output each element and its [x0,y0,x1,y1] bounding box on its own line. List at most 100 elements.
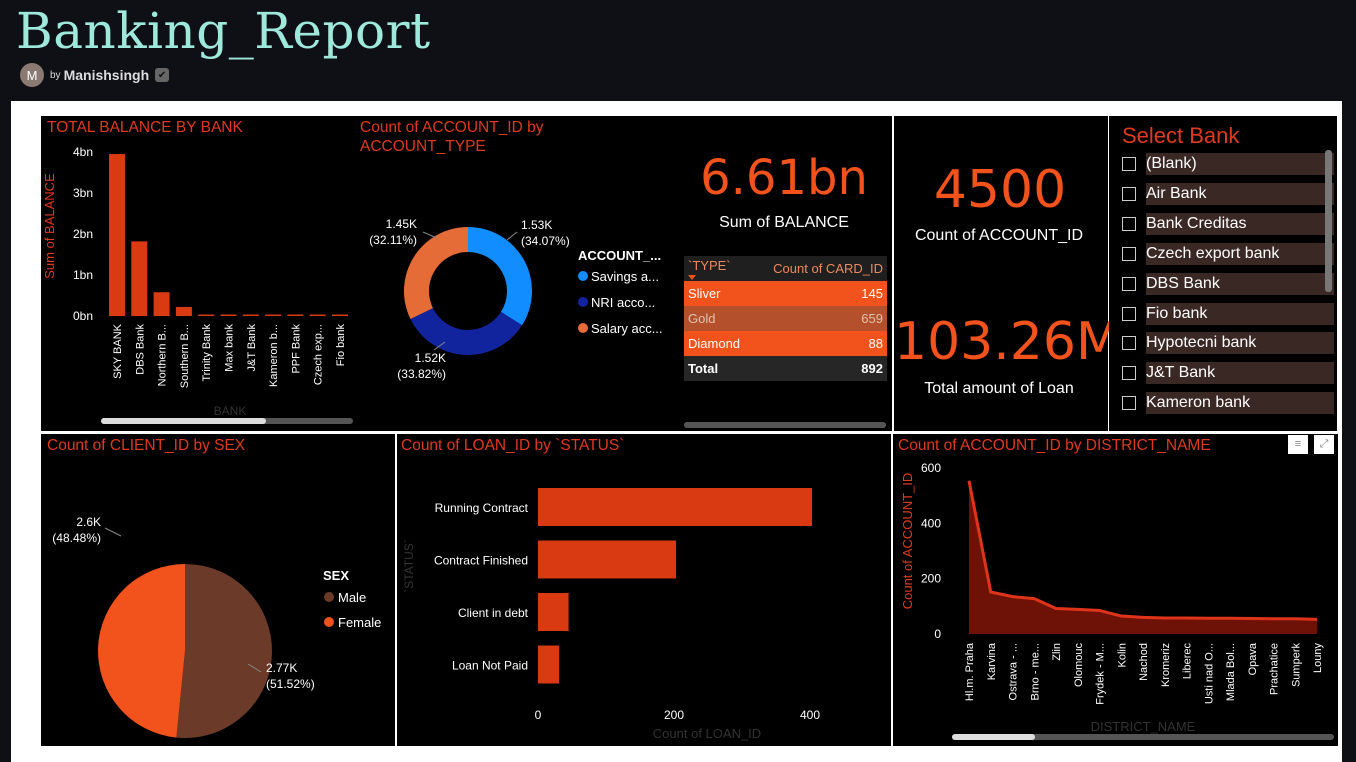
table-row[interactable]: Diamond 88 [684,331,887,356]
slicer-checkbox[interactable] [1122,396,1136,411]
table-total-row: Total 892 [684,356,887,381]
bar [109,154,125,316]
slicer-scrollbar[interactable] [1325,150,1332,292]
loan-kpi-value: 103.26M [894,312,1121,372]
slicer-checkbox[interactable] [1122,186,1136,201]
x-tick-label: Kolin [1116,643,1128,667]
x-tick-label: Frydek - M... [1095,643,1107,705]
slicer-item-label: J&T Bank [1146,362,1334,385]
slicer-item[interactable]: Kameron bank [1122,392,1334,415]
x-tick-label: Trinity Bank [201,324,213,382]
data-label: 2.6K [76,515,101,529]
bar [538,593,569,631]
slicer-checkbox[interactable] [1122,276,1136,291]
slicer-item[interactable]: Hypotecni bank [1122,332,1334,355]
legend-label: Savings a... [591,269,659,284]
table-cell-type: Gold [688,311,716,326]
y-tick-label: Running Contract [435,501,529,515]
x-tick-label: Olomouc [1073,643,1085,688]
x-tick-label: DBS Bank [134,324,146,375]
slicer-item-label: Bank Creditas [1146,212,1334,235]
x-tick-label: Usti nad O... [1203,643,1215,704]
slicer-item[interactable]: Air Bank [1122,182,1334,205]
account-type-donut-chart[interactable]: 1.53K (34.07%) 1.52K (33.82%) 1.45K (32.11%) A… [357,160,677,390]
district-area-chart[interactable]: Count of ACCOUNT_ID 0 200 400 600 Hl.m. Praha… [893,456,1338,746]
slicer-title: Select Bank [1122,123,1240,148]
district-title: Count of ACCOUNT_ID by DISTRICT_NAME [898,437,1211,454]
x-tick-label: Kameron b... [268,324,280,387]
pie-slice [468,227,532,326]
bar [131,241,148,316]
by-label: by [50,69,61,81]
avatar[interactable]: M [20,63,44,87]
balance-by-bank-panel[interactable] [41,116,357,431]
leader-line [422,231,438,239]
leader-line [104,527,122,537]
slicer-checkbox[interactable] [1122,336,1136,351]
x-tick-label: Brno - me... [1029,643,1041,700]
x-tick-label: Northern B... [157,324,169,386]
card-table-scrollbar[interactable] [684,422,886,428]
slicer-checkbox[interactable] [1122,246,1136,261]
slicer-item[interactable]: Fio bank [1122,302,1334,325]
report-title: Banking_Report [16,2,431,60]
card-table-scroll-thumb[interactable] [684,422,886,428]
data-label-pct: (48.48%) [52,531,101,545]
table-row[interactable]: Sliver 145 [684,281,887,306]
y-tick-label: 2bn [73,227,93,241]
account-type-panel[interactable] [357,116,892,431]
slicer-item[interactable]: J&T Bank [1122,362,1334,385]
filter-icon[interactable]: ≡ [1288,435,1308,454]
slicer-item-label: Air Bank [1146,182,1334,205]
x-tick-label: J&T Bank [246,324,258,372]
y-tick-label: 200 [921,572,941,586]
district-chart-scrollbar[interactable] [952,734,1334,740]
slicer-checkbox[interactable] [1122,306,1136,321]
x-tick-label: 200 [664,708,684,722]
district-panel[interactable] [893,434,1338,746]
author-name[interactable]: Manishsingh [63,67,150,83]
table-row[interactable]: Gold 659 [684,306,887,331]
table-cell-type: Sliver [688,286,721,301]
bar [309,314,326,316]
y-tick-label: 0 [934,627,941,641]
slicer-item[interactable]: Bank Creditas [1122,212,1334,235]
card-type-table[interactable]: `TYPE` Count of CARD_ID Sliver 145 Gold … [684,256,887,381]
focus-mode-icon[interactable]: ⤢ [1314,435,1334,454]
slicer-item[interactable]: Czech export bank [1122,242,1334,265]
series-line [967,480,1318,621]
slicer-item[interactable]: DBS Bank [1122,272,1334,295]
loan-status-bar-chart[interactable]: `STATUS` Running Contract Contract Finishe… [397,456,891,746]
table-total-label: Total [688,361,719,376]
x-axis-title: BANK [214,404,247,418]
slicer-checkbox[interactable] [1122,216,1136,231]
x-tick-label: SKY BANK [112,323,124,378]
pie-slice [176,564,272,738]
bar [198,314,215,316]
data-label: 1.45K [386,217,417,231]
loan-status-panel[interactable] [397,434,891,746]
sex-pie-chart[interactable]: 2.77K (51.52%) 2.6K (48.48%) SEX Male Female [41,456,395,746]
pie-slice [97,564,185,738]
y-axis-title: `STATUS` [402,539,416,593]
balance-bar-chart[interactable]: Sum of BALANCE 0bn 1bn 2bn 3bn 4bn SKY BANK DBS… [41,136,357,431]
slicer-item-label: Kameron bank [1146,392,1334,415]
balance-kpi-label: Sum of BALANCE [719,214,849,231]
bank-chart-scrollbar[interactable] [101,418,353,424]
slicer-checkbox[interactable] [1122,157,1136,171]
bank-chart-scroll-thumb[interactable] [101,418,266,424]
legend-label: Salary acc... [591,321,663,336]
x-tick-label: Max bank [224,324,236,372]
y-tick-label: 0bn [73,309,93,323]
x-tick-label: Opava [1247,642,1259,675]
data-label: 1.52K [415,351,446,365]
loan-kpi-label: Total amount of Loan [924,380,1074,397]
slicer-checkbox[interactable] [1122,366,1136,381]
slicer-item[interactable]: (Blank) [1122,153,1334,175]
area-fill [969,480,1317,634]
y-tick-label: 4bn [73,145,93,159]
district-scroll-thumb[interactable] [952,734,1035,740]
table-header-type[interactable]: `TYPE` [684,256,768,281]
table-header-count[interactable]: Count of CARD_ID [773,261,883,276]
x-axis-title: Count of LOAN_ID [653,726,761,741]
